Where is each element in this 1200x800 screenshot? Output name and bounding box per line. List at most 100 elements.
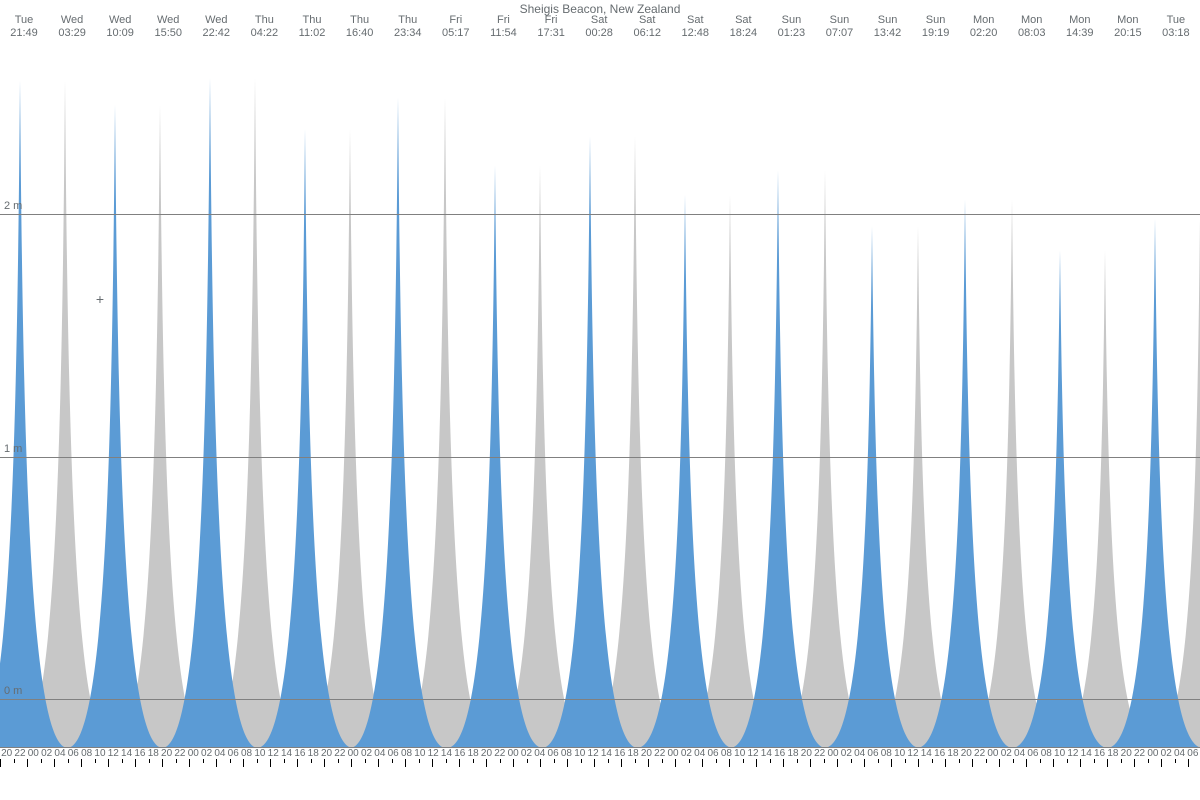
x-hour-label: 08 — [720, 748, 733, 759]
x-hour-label: 06 — [1186, 748, 1199, 759]
x-tick — [54, 759, 55, 767]
x-tick — [500, 759, 501, 763]
x-hour-label: 08 — [240, 748, 253, 759]
timestamp-label: Sun 01:23 — [767, 14, 815, 42]
x-hour-label: 16 — [293, 748, 306, 759]
x-tick — [972, 759, 973, 767]
x-hour-label: 10 — [413, 748, 426, 759]
timestamp-label: Fri 05:17 — [432, 14, 480, 42]
x-tick — [662, 759, 663, 763]
x-tick — [581, 759, 582, 763]
x-hour-label: 20 — [1120, 748, 1133, 759]
x-tick — [905, 759, 906, 763]
gridline — [0, 457, 1200, 458]
x-tick — [446, 759, 447, 763]
x-hour-label: 00 — [666, 748, 679, 759]
x-hour-label: 04 — [53, 748, 66, 759]
x-hour-label: 02 — [1160, 748, 1173, 759]
x-hour-label: 16 — [613, 748, 626, 759]
x-tick — [783, 759, 784, 767]
x-hour-label: 20 — [480, 748, 493, 759]
x-tick — [338, 759, 339, 763]
x-tick — [1134, 759, 1135, 767]
x-hour-label: 08 — [1040, 748, 1053, 759]
x-hour-label: 02 — [40, 748, 53, 759]
x-hour-label: 20 — [160, 748, 173, 759]
x-hour-label: 20 — [960, 748, 973, 759]
x-tick — [716, 759, 717, 763]
x-hour-label: 22 — [1133, 748, 1146, 759]
timestamp-label: Tue 03:18 — [1152, 14, 1200, 42]
x-hour-label: 04 — [853, 748, 866, 759]
x-tick — [851, 759, 852, 763]
x-tick — [810, 759, 811, 767]
x-hour-label: 06 — [546, 748, 559, 759]
x-hour-label: 06 — [866, 748, 879, 759]
x-hour-label: 16 — [1093, 748, 1106, 759]
y-axis-label: 1 m — [4, 443, 22, 457]
x-tick — [230, 759, 231, 763]
x-hour-label: 04 — [533, 748, 546, 759]
x-hour-label: 18 — [147, 748, 160, 759]
x-hour-label: 20 — [800, 748, 813, 759]
x-hour-label: 02 — [360, 748, 373, 759]
x-tick — [878, 759, 879, 763]
x-hour-label: 10 — [573, 748, 586, 759]
x-tick — [635, 759, 636, 763]
timestamp-label: Wed 22:42 — [192, 14, 240, 42]
x-hour-label: 08 — [400, 748, 413, 759]
x-tick — [1161, 759, 1162, 767]
timestamp-label: Sat 18:24 — [719, 14, 767, 42]
timestamp-label: Wed 03:29 — [48, 14, 96, 42]
tide-chart: Sheigis Beacon, New Zealand Tue 21:49Wed… — [0, 0, 1200, 800]
timestamp-label: Wed 15:50 — [144, 14, 192, 42]
y-axis-label: 2 m — [4, 200, 22, 214]
x-tick — [797, 759, 798, 763]
x-tick — [162, 759, 163, 767]
x-hour-label: 18 — [466, 748, 479, 759]
timestamp-label: Sun 19:19 — [912, 14, 960, 42]
x-hour-label: 10 — [893, 748, 906, 759]
x-tick — [405, 759, 406, 767]
x-tick — [486, 759, 487, 767]
timestamp-label: Sat 00:28 — [575, 14, 623, 42]
gridline — [0, 214, 1200, 215]
tide-peaks-svg — [0, 44, 1200, 748]
x-hour-label: 14 — [920, 748, 933, 759]
x-hour-label: 16 — [933, 748, 946, 759]
x-tick — [891, 759, 892, 767]
x-tick — [1080, 759, 1081, 767]
x-tick — [81, 759, 82, 767]
x-hour-label: 12 — [746, 748, 759, 759]
x-hour-label: 16 — [453, 748, 466, 759]
timestamp-label: Thu 23:34 — [384, 14, 432, 42]
x-hour-label: 12 — [1066, 748, 1079, 759]
x-hour-label: 12 — [267, 748, 280, 759]
x-hour-label: 00 — [986, 748, 999, 759]
x-tick — [554, 759, 555, 763]
x-tick — [648, 759, 649, 767]
x-tick — [203, 759, 204, 763]
x-hour-label: 02 — [680, 748, 693, 759]
x-tick — [432, 759, 433, 767]
x-hour-label: 10 — [733, 748, 746, 759]
x-tick — [108, 759, 109, 767]
x-hour-label: 02 — [840, 748, 853, 759]
x-tick — [959, 759, 960, 763]
x-tick — [216, 759, 217, 767]
x-tick — [756, 759, 757, 767]
x-tick — [243, 759, 244, 767]
x-tick — [864, 759, 865, 767]
x-tick — [729, 759, 730, 767]
timestamp-label: Thu 04:22 — [240, 14, 288, 42]
x-tick — [986, 759, 987, 763]
timestamp-label: Mon 08:03 — [1008, 14, 1056, 42]
x-hour-label: 04 — [213, 748, 226, 759]
x-tick — [459, 759, 460, 767]
x-tick — [945, 759, 946, 767]
x-hour-label: 18 — [1106, 748, 1119, 759]
timestamp-label: Fri 17:31 — [527, 14, 575, 42]
x-tick — [918, 759, 919, 767]
x-hour-label: 14 — [280, 748, 293, 759]
timestamp-label: Mon 02:20 — [960, 14, 1008, 42]
